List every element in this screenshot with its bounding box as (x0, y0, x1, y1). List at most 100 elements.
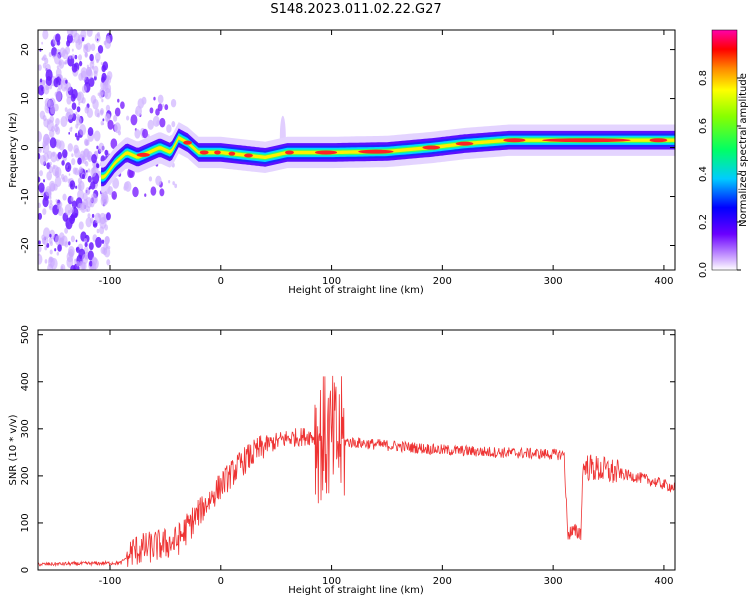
noise-blob (96, 145, 99, 150)
noise-blob (74, 132, 78, 138)
transition-blob (130, 114, 138, 126)
noise-blob (39, 170, 43, 177)
noise-blob (38, 182, 45, 193)
noise-blob (45, 186, 52, 197)
noise-blob (79, 168, 82, 172)
noise-blob (70, 196, 74, 202)
noise-blob (42, 79, 46, 86)
noise-blob (76, 135, 80, 141)
noise-blob (105, 104, 111, 112)
noise-blob (39, 78, 43, 83)
noise-blob (65, 79, 68, 84)
noise-blob (48, 256, 55, 268)
noise-blob (38, 176, 41, 183)
noise-blob (47, 99, 54, 108)
colorbar-label: Normalized spectral amplitude (738, 73, 749, 227)
noise-blob (86, 30, 93, 38)
noise-blob (78, 221, 84, 230)
x-tick-label: 0 (218, 276, 224, 287)
noise-blob (75, 239, 78, 243)
noise-blob (49, 205, 52, 209)
noise-blob (53, 53, 61, 65)
noise-blob (89, 61, 95, 69)
x-tick-label: 0 (218, 576, 224, 587)
noise-blob (68, 173, 71, 176)
noise-blob (68, 248, 74, 258)
noise-blob (71, 158, 76, 166)
ridge-peak (503, 138, 526, 143)
noise-blob (54, 248, 57, 252)
noise-blob (62, 149, 68, 159)
snr-xlabel: Height of straight line (km) (288, 585, 424, 596)
noise-blob (87, 175, 92, 183)
transition-blob (117, 98, 120, 103)
noise-blob (42, 144, 46, 150)
transition-blob (135, 105, 142, 117)
noise-blob (88, 242, 94, 251)
transition-blob (114, 107, 121, 117)
noise-blob (95, 163, 99, 168)
noise-blob (94, 212, 102, 224)
noise-blob (85, 196, 93, 209)
transition-blob (162, 103, 165, 107)
noise-blob (54, 171, 60, 179)
transition-blob (127, 167, 134, 179)
transition-blob (150, 186, 157, 196)
transition-blob (134, 129, 141, 139)
noise-blob (53, 124, 59, 133)
noise-blob (55, 123, 58, 128)
noise-blob (38, 244, 42, 253)
noise-blob (56, 251, 60, 256)
noise-blob (86, 69, 93, 80)
snr-panel: -100 0 100 200 300 400 0 100 200 300 400 500 Height… (8, 325, 676, 596)
ridge-peak (455, 141, 474, 146)
transition-blob (142, 128, 148, 139)
noise-blob (101, 64, 106, 73)
noise-blob (42, 30, 49, 40)
noise-blob (89, 185, 92, 190)
noise-blob (97, 92, 100, 96)
x-tick-label: 300 (544, 276, 563, 287)
noise-blob (60, 115, 68, 128)
noise-blob (61, 160, 65, 166)
noise-blob (87, 168, 91, 173)
ridge-peak (244, 153, 253, 158)
spectrogram-content (38, 30, 675, 270)
transition-blob (172, 181, 175, 186)
transition-blob (157, 94, 164, 104)
noise-blob (47, 150, 53, 160)
noise-blob (93, 223, 95, 227)
noise-blob (83, 44, 87, 49)
transition-blob (155, 108, 160, 116)
noise-blob (66, 108, 74, 120)
noise-blob (62, 49, 69, 60)
noise-blob (84, 106, 89, 114)
noise-blob (74, 258, 76, 262)
noise-blob (38, 131, 42, 142)
ridge-peak (228, 151, 236, 156)
noise-blob (78, 42, 81, 46)
noise-blob (49, 233, 52, 238)
noise-blob (90, 167, 97, 178)
noise-blob (104, 81, 107, 85)
noise-blob (78, 60, 83, 67)
snr-background (38, 330, 675, 570)
noise-blob (66, 256, 74, 269)
noise-blob (98, 91, 104, 99)
transition-blob (126, 115, 130, 121)
noise-blob (58, 81, 61, 86)
ridge-peak (136, 152, 150, 157)
ridge-peak (199, 150, 209, 155)
ridge-peak (422, 145, 441, 150)
noise-blob (104, 38, 112, 49)
noise-blob (78, 180, 85, 191)
noise-blob (63, 175, 68, 183)
x-tick-label: 100 (322, 276, 341, 287)
noise-blob (105, 83, 112, 94)
noise-blob (92, 99, 99, 110)
noise-blob (76, 114, 81, 121)
noise-blob (57, 244, 62, 252)
transition-blob (107, 119, 114, 130)
y-tick-label: 200 (20, 466, 31, 485)
